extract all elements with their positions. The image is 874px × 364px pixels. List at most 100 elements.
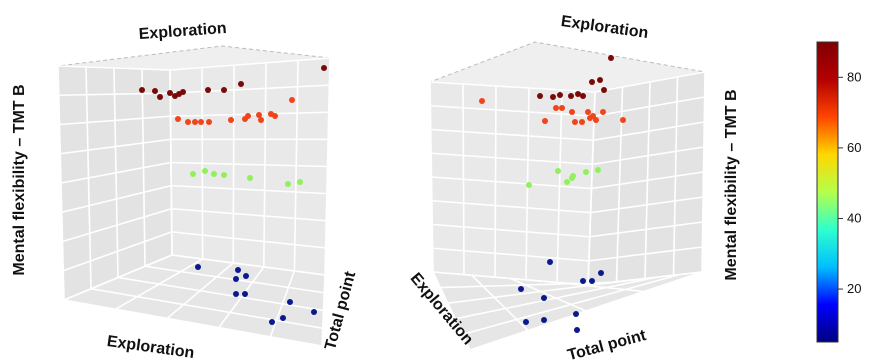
left-data-point: [175, 116, 181, 122]
right-back-gridline: [431, 152, 593, 166]
right-data-points: [479, 55, 626, 333]
left-data-point: [211, 171, 217, 177]
left-data-point: [297, 179, 303, 185]
left-side-gridline: [58, 92, 171, 97]
right-data-point: [593, 117, 599, 123]
right-side-gridline: [594, 71, 706, 93]
right-data-point: [523, 319, 529, 325]
left-data-point: [228, 117, 234, 123]
left-data-point: [269, 319, 275, 325]
left-back-gridline: [171, 231, 326, 249]
left-back-gridline: [169, 57, 331, 71]
left-back-gridline: [171, 207, 327, 222]
right-floor-gridline: [455, 276, 657, 320]
left-data-point: [258, 117, 264, 123]
right-data-point: [537, 93, 543, 99]
right-data-point: [569, 175, 575, 181]
left-data-point: [285, 181, 291, 187]
right-data-point: [572, 119, 578, 125]
left-3d-scatter-panel: Exploration Mental flexibility – TMT B E…: [11, 20, 359, 362]
left-floor-gridline: [117, 276, 324, 312]
left-back-gridline: [171, 184, 327, 195]
left-data-point: [233, 291, 239, 297]
left-data-point: [247, 175, 253, 181]
right-top-axis-label: Exploration: [560, 13, 650, 42]
left-y-axis-label: Total point: [322, 269, 359, 352]
right-data-point: [550, 94, 556, 100]
left-data-point: [152, 88, 158, 94]
left-side-gridline: [59, 115, 171, 126]
left-side-gridline: [61, 184, 172, 214]
left-top-plane: [57, 45, 331, 71]
right-back-gridline: [431, 176, 592, 190]
left-data-point: [280, 315, 286, 321]
left-data-points: [139, 65, 327, 325]
right-data-point: [518, 286, 524, 292]
right-data-point: [569, 109, 575, 115]
right-data-point: [595, 167, 601, 173]
left-data-point: [289, 97, 295, 103]
right-back-gridline: [430, 128, 594, 142]
right-data-point: [580, 278, 586, 284]
right-floor-gridline: [471, 274, 529, 332]
right-data-point: [541, 295, 547, 301]
left-data-point: [221, 172, 227, 178]
left-data-point: [242, 291, 248, 297]
right-back-gridline: [432, 247, 589, 262]
left-floor-gridline: [63, 299, 323, 347]
right-side-gridline: [589, 221, 703, 238]
right-data-point: [600, 109, 606, 115]
right-data-point: [555, 168, 561, 174]
right-data-point: [597, 77, 603, 83]
left-data-point: [205, 87, 211, 93]
right-z-axis-label: Mental flexibility – TMT B: [723, 89, 740, 280]
right-3d-scatter-panel: Exploration Mental flexibility – TMT B E…: [407, 13, 740, 364]
right-side-gridline: [593, 121, 705, 142]
left-back-gridline: [170, 84, 330, 94]
right-data-point: [575, 91, 581, 97]
right-data-point: [526, 182, 532, 188]
colorbar: 80 60 40 20: [816, 41, 861, 343]
left-floor-gridline: [90, 287, 323, 330]
right-data-point: [589, 278, 595, 284]
left-top-axis-label: Exploration: [138, 20, 227, 43]
left-data-point: [157, 94, 163, 100]
colorbar-tick-label: 40: [847, 210, 861, 225]
left-data-point: [192, 119, 198, 125]
left-side-gridline: [62, 231, 173, 272]
left-x-axis-label: Exploration: [106, 333, 196, 362]
right-side-gridline: [593, 96, 705, 117]
right-data-point: [601, 87, 607, 93]
colorbar-tick-label: 20: [847, 281, 861, 296]
left-grid-lines: [57, 57, 331, 347]
right-floor-gridline: [469, 271, 703, 351]
right-floor-gridline: [510, 277, 587, 312]
right-data-point: [589, 79, 595, 85]
left-data-point: [235, 267, 241, 273]
left-data-point: [287, 299, 293, 305]
right-data-point: [580, 93, 586, 99]
right-floor-gridline: [432, 271, 589, 286]
right-data-point: [568, 93, 574, 99]
right-side-gridline: [592, 146, 704, 166]
left-data-point: [180, 89, 186, 95]
left-data-point: [233, 276, 239, 282]
left-data-point: [243, 273, 249, 279]
left-data-point: [256, 112, 262, 118]
right-data-point: [620, 117, 626, 123]
left-floor-gridline: [269, 270, 296, 338]
left-data-point: [202, 168, 208, 174]
right-data-point: [583, 169, 589, 175]
colorbar-tick-label: 60: [847, 140, 861, 155]
left-side-gridline: [62, 207, 172, 243]
left-back-wall: [170, 58, 330, 275]
right-data-point: [559, 105, 565, 111]
right-floor: [433, 272, 702, 350]
right-data-point: [553, 105, 559, 111]
left-z-axis-label: Mental flexibility – TMT B: [11, 84, 28, 275]
colorbar-scale: [816, 41, 839, 343]
left-floor-gridline: [115, 258, 203, 310]
left-data-point: [245, 113, 251, 119]
right-side-gridline: [588, 246, 703, 262]
left-data-point: [185, 119, 191, 125]
